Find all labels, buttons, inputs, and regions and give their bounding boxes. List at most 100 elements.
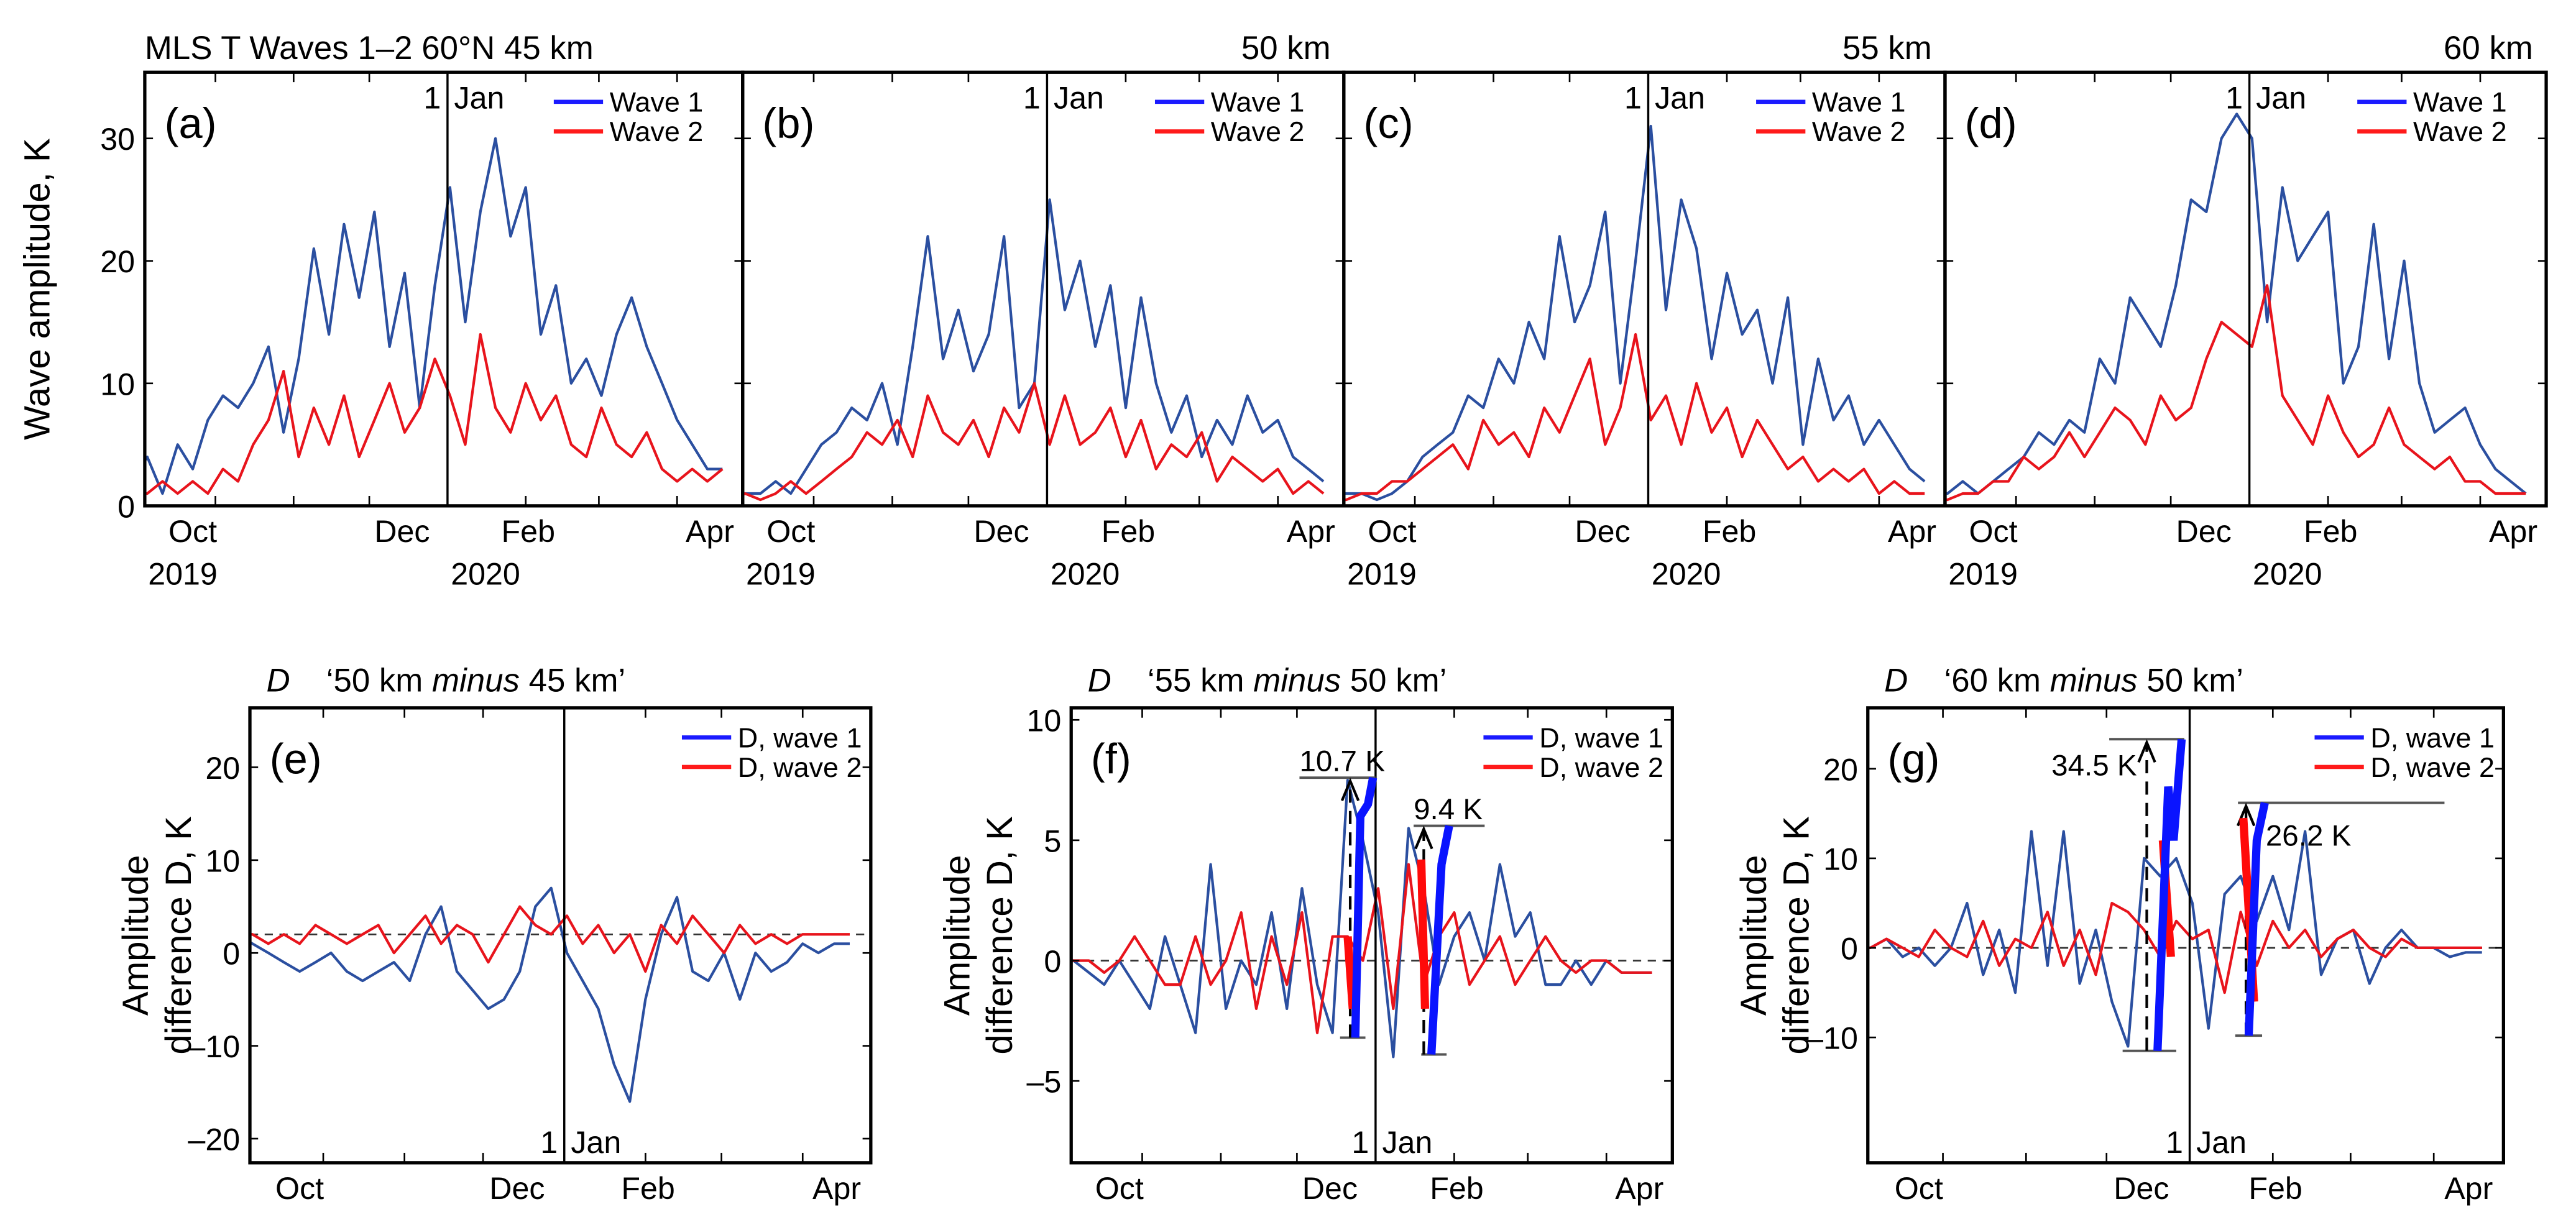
arrow-head-icon [2137,739,2156,763]
jan-label-day: 1 [1023,80,1041,115]
x-tick-label: Feb [1430,1171,1483,1206]
y-tick-label: 0 [1044,944,1061,979]
x-tick-label: Feb [1703,514,1756,549]
chart-title: 55 km [1842,30,1932,67]
title-part: D [266,662,290,699]
legend-label: D, wave 2 [2370,751,2495,783]
panel-label: (f) [1091,735,1131,783]
legend-label: Wave 2 [2413,116,2507,147]
panel-label: (e) [270,735,322,783]
axes-frame [1943,70,2548,508]
jan-label-month: Jan [1382,1125,1432,1160]
title-part: 45 km’ [520,662,625,699]
y-tick-label: 10 [1823,842,1858,876]
series-line-wave2 [1944,284,2526,502]
annotation-label: 10.7 K [1299,745,1385,778]
highlight-wave1 [2244,802,2269,1036]
year-label: 2019 [1871,1214,1941,1217]
chart-title: D ‘50 km minus 45 km’ [266,662,625,699]
x-tick-label: Feb [2304,514,2357,549]
year-label: 2020 [451,557,520,592]
y-axis-label-line2: difference D, K [159,816,199,1055]
jan-label-day: 1 [2225,80,2243,115]
y-tick-label: 0 [1841,932,1858,967]
y-axis-label-line1: Amplitude [1734,855,1774,1016]
jan-label-month: Jan [454,80,504,115]
axes-frame [1866,706,2505,1165]
legend-label: D, wave 1 [1539,722,1663,753]
y-tick-label: 30 [100,122,135,157]
highlight-wave1 [2153,738,2186,1051]
annotation-label: 34.5 K [2051,749,2137,782]
title-part: 50 km’ [2138,662,2243,699]
panel-b-plot-area [742,198,1325,502]
x-tick-label: Apr [1287,514,1335,549]
title-part: minus [2050,662,2138,699]
x-tick-label: Dec [2114,1171,2169,1206]
year-label: 2020 [1652,557,1721,592]
title-part: ‘55 km [1148,662,1253,699]
panel-label: (c) [1364,99,1414,147]
highlight-wave1 [1351,776,1378,1038]
series-line-wave1 [144,137,723,495]
x-tick-label: Oct [766,514,815,549]
highlight-wave1 [1427,825,1453,1055]
x-tick-label: Feb [2248,1171,2302,1206]
legend-label: Wave 2 [610,116,704,147]
legend-label: Wave 2 [1812,116,1906,147]
panel-label: (d) [1965,99,2017,147]
legend-label: D, wave 2 [738,751,862,783]
title-part: minus [1253,662,1341,699]
panel-d-plot-area [1944,113,2527,502]
y-axis-label-line1: Amplitude [937,855,977,1016]
year-label: 2020 [2193,1214,2263,1217]
panel-c-plot-area [1343,124,1926,502]
year-label: 2019 [1074,1214,1144,1217]
y-tick-label: 20 [1823,752,1858,787]
jan-label-month: Jan [2256,80,2306,115]
panel-e-plot-area [250,886,871,1103]
year-label: 2020 [568,1214,637,1217]
year-label: 2020 [1379,1214,1448,1217]
title-part: ‘60 km [1944,662,2049,699]
series-line-wave2 [1343,333,1925,502]
x-tick-label: Oct [1368,514,1416,549]
year-label: 2019 [746,557,816,592]
y-tick-label: 20 [205,751,240,786]
title-part: D [1884,662,1908,699]
x-tick-label: Dec [489,1171,545,1206]
y-axis-label-line1: Amplitude [116,855,156,1016]
legend-label: Wave 1 [1211,86,1305,118]
x-tick-label: Dec [973,514,1029,549]
series-line-wave1 [1343,124,1926,502]
annotation-label: 26.2 K [2266,819,2352,852]
jan-label-month: Jan [571,1125,621,1160]
jan-label-month: Jan [2196,1125,2247,1160]
x-tick-label: Oct [1895,1171,1943,1206]
jan-label-day: 1 [540,1125,558,1160]
year-label: 2019 [1347,557,1417,592]
title-part: D [1088,662,1111,699]
x-tick-label: Oct [168,514,217,549]
jan-label-day: 1 [2166,1125,2183,1160]
x-tick-label: Dec [1575,514,1630,549]
annotation-label: 9.4 K [1414,793,1483,826]
y-tick-label: 5 [1044,824,1061,858]
jan-label-day: 1 [1351,1125,1369,1160]
x-tick-label: Oct [1095,1171,1144,1206]
x-tick-label: Apr [2489,514,2537,549]
series-line-wave1 [1944,113,2527,495]
x-tick-label: Dec [374,514,430,549]
jan-label-day: 1 [1624,80,1642,115]
y-tick-label: –5 [1027,1065,1062,1100]
panel-g-plot-area [1867,830,2504,1048]
legend-label: Wave 1 [610,86,704,118]
y-tick-label: –20 [188,1122,240,1157]
series-line-wave2 [144,333,724,495]
highlight-wave2 [1417,859,1430,1009]
axes-frame [248,706,873,1165]
legend-label: Wave 2 [1211,116,1305,147]
panel-label: (g) [1887,735,1939,783]
series-line-wave2 [742,382,1325,502]
jan-label-month: Jan [1655,80,1705,115]
